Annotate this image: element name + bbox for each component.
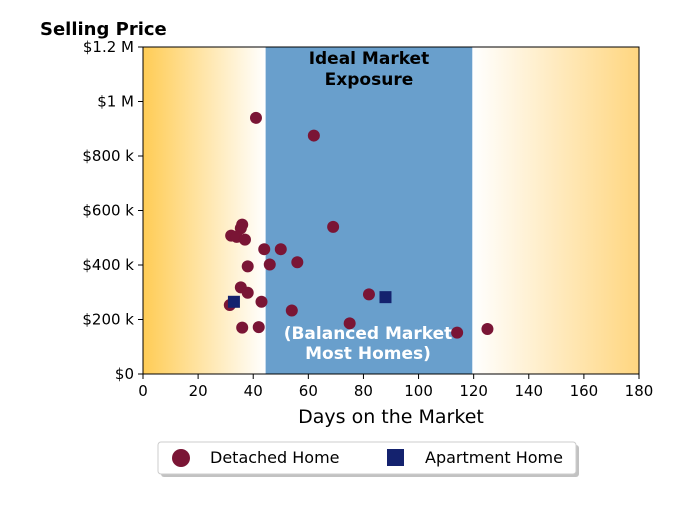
x-tick-label: 140 (514, 382, 543, 400)
detached-home-point (252, 321, 265, 334)
detached-home-point (343, 317, 356, 330)
x-axis-label: Days on the Market (298, 406, 484, 428)
apartment-home-point (379, 291, 392, 304)
chart-title: Selling Price (40, 19, 167, 40)
x-tick-label: 160 (570, 382, 599, 400)
y-tick-label: $800 k (82, 147, 134, 165)
legend-label-detached-home: Detached Home (210, 448, 340, 467)
detached-home-point (481, 323, 494, 336)
detached-home-point (274, 243, 287, 256)
x-tick-label: 180 (625, 382, 654, 400)
x-tick-label: 60 (299, 382, 318, 400)
x-tick-label: 120 (459, 382, 488, 400)
detached-home-point (327, 220, 340, 233)
y-tick-label: $200 k (82, 311, 134, 329)
detached-home-point (236, 321, 249, 334)
y-tick-label: $0 (115, 365, 134, 383)
legend-label-apartment-home: Apartment Home (425, 448, 563, 467)
x-tick-label: 20 (189, 382, 208, 400)
detached-home-point (258, 243, 271, 256)
band-label-top-line: Exposure (325, 70, 414, 90)
legend-box (157, 441, 577, 475)
y-tick-label: $600 k (82, 202, 134, 220)
detached-home-point (255, 295, 268, 308)
detached-home-point (307, 129, 320, 142)
x-tick-label: 0 (138, 382, 148, 400)
band-label-bottom-line: Most Homes) (305, 344, 431, 364)
detached-home-point (241, 286, 254, 299)
detached-home-point (241, 260, 254, 273)
x-tick-label: 40 (244, 382, 263, 400)
legend-marker-apartment-home (387, 449, 404, 466)
band-label-top-line: Ideal Market (309, 49, 430, 69)
ideal-exposure-band (265, 47, 473, 374)
apartment-home-point (227, 295, 240, 308)
detached-home-point (249, 111, 262, 124)
background-gradient-left (143, 47, 266, 374)
y-tick-label: $400 k (82, 256, 134, 274)
legend-marker-detached-home (172, 449, 190, 467)
y-tick-label: $1.2 M (83, 38, 134, 56)
x-tick-label: 100 (404, 382, 433, 400)
detached-home-point (238, 233, 251, 246)
detached-home-point (451, 326, 464, 339)
detached-home-point (291, 256, 304, 269)
x-tick-label: 80 (354, 382, 373, 400)
detached-home-point (285, 304, 298, 317)
y-tick-label: $1 M (97, 93, 134, 111)
detached-home-point (362, 288, 375, 301)
background-gradient-right (472, 47, 639, 374)
band-label-bottom-line: (Balanced Market (284, 324, 453, 344)
detached-home-point (263, 258, 276, 271)
